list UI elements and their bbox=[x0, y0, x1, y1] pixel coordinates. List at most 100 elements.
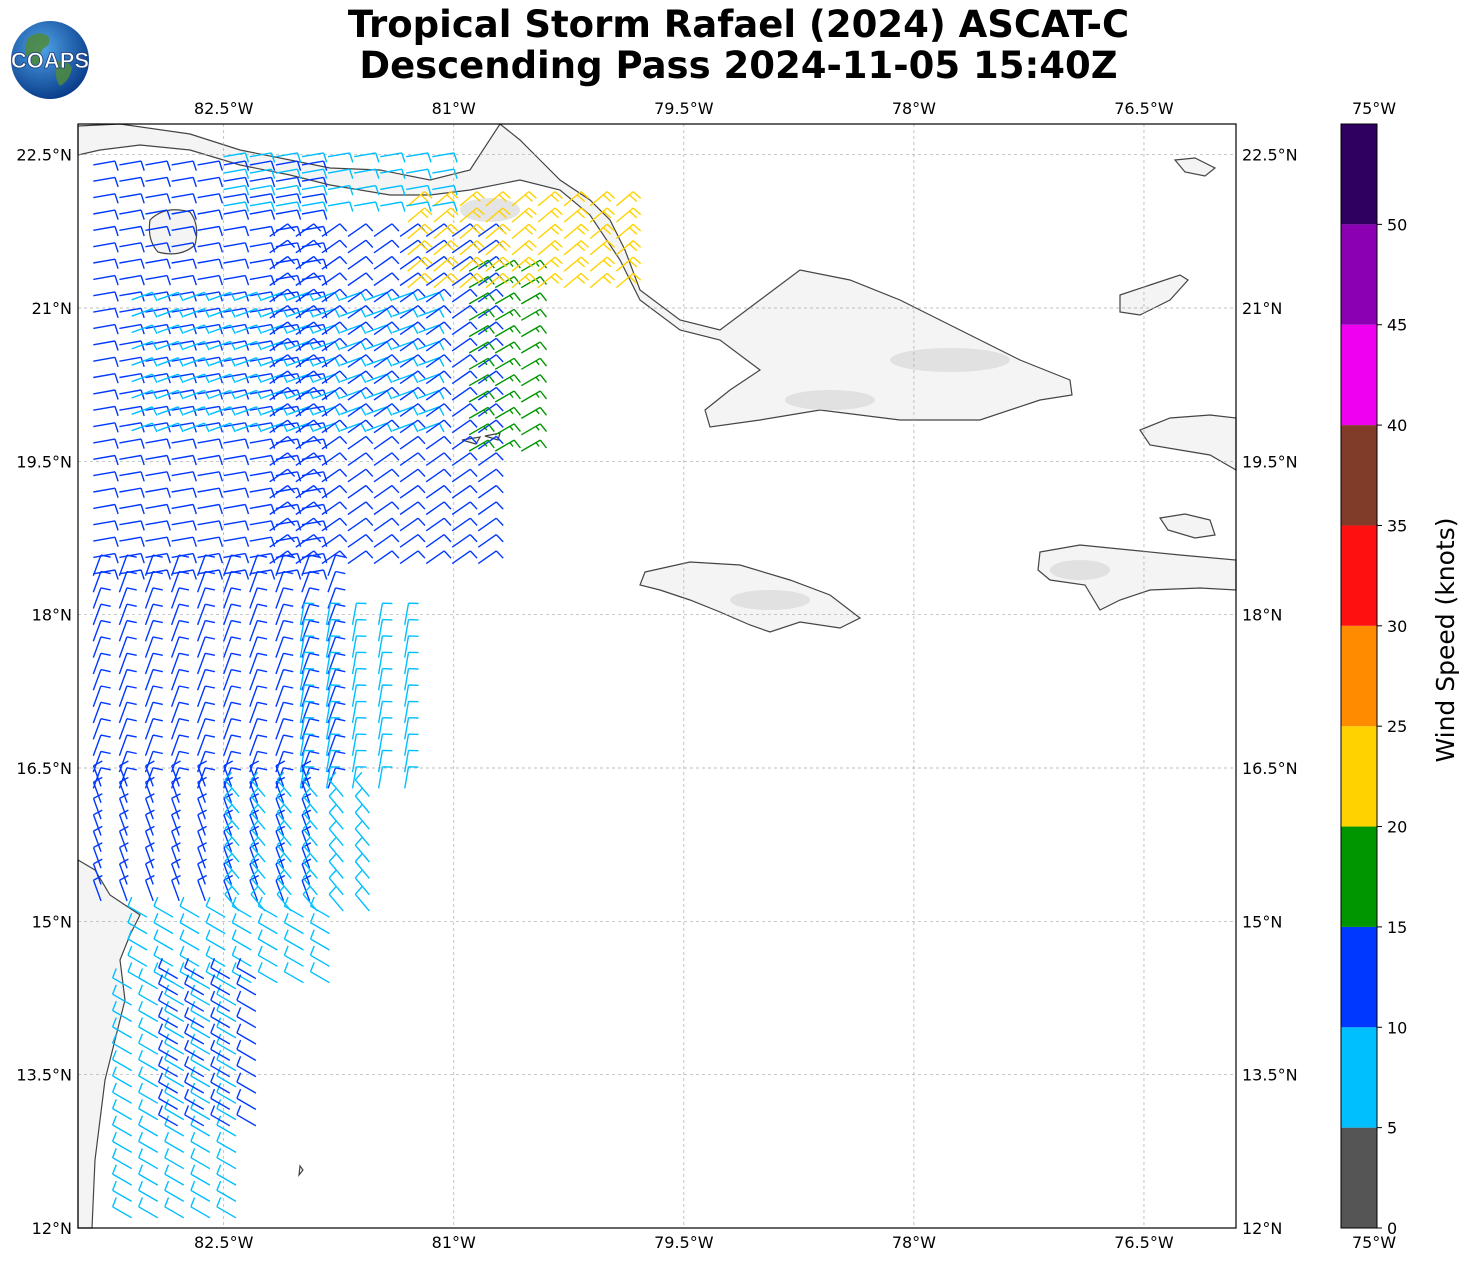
wind-barb bbox=[283, 962, 304, 984]
wind-barb bbox=[216, 1066, 237, 1088]
wind-barb bbox=[392, 422, 419, 433]
wind-barb bbox=[171, 242, 197, 253]
wind-barb bbox=[164, 1082, 185, 1104]
wind-barb bbox=[295, 386, 322, 401]
wind-barb bbox=[275, 454, 302, 466]
wind-barb bbox=[301, 152, 328, 163]
wind-barb bbox=[276, 788, 292, 814]
wind-barb bbox=[340, 422, 367, 433]
wind-barb bbox=[327, 718, 346, 740]
wind-barb bbox=[340, 340, 367, 351]
wind-barb bbox=[407, 191, 433, 207]
wind-barb bbox=[157, 389, 184, 400]
colorbar-tick-label: 50 bbox=[1387, 215, 1407, 234]
wind-barb bbox=[93, 520, 119, 531]
wind-barb bbox=[257, 945, 278, 967]
colorbar-bin bbox=[1341, 625, 1377, 727]
wind-barb bbox=[301, 554, 320, 577]
wind-barb bbox=[327, 152, 354, 163]
land-shape bbox=[1119, 274, 1189, 316]
wind-barb bbox=[184, 958, 205, 980]
wind-barb bbox=[373, 288, 400, 303]
wind-barb bbox=[563, 223, 589, 240]
lat-tick-label-left: 12°N bbox=[32, 1219, 72, 1238]
wind-barb bbox=[276, 869, 292, 896]
wind-barb bbox=[249, 389, 276, 400]
wind-barb bbox=[353, 184, 380, 196]
wind-barb bbox=[425, 517, 452, 532]
wind-barb bbox=[404, 602, 419, 626]
wind-barb bbox=[477, 550, 504, 565]
wind-barb bbox=[392, 340, 419, 351]
wind-barb bbox=[328, 771, 344, 798]
wind-barb bbox=[313, 324, 341, 335]
wind-barb bbox=[223, 685, 242, 707]
wind-barb bbox=[377, 700, 393, 724]
wind-barb bbox=[275, 668, 294, 691]
lon-tick-label-bottom: 76.5°W bbox=[1114, 1233, 1174, 1252]
wind-barb bbox=[197, 454, 224, 466]
wind-barb bbox=[119, 209, 145, 220]
wind-barb bbox=[119, 471, 145, 482]
wind-barb bbox=[92, 793, 103, 820]
wind-barb bbox=[295, 239, 322, 254]
wind-barb bbox=[275, 652, 294, 675]
wind-barb bbox=[477, 337, 504, 352]
wind-barb bbox=[111, 968, 133, 990]
land-shape bbox=[148, 209, 198, 255]
wind-barb bbox=[119, 503, 145, 515]
wind-barb bbox=[276, 771, 292, 798]
wind-barb bbox=[301, 536, 328, 547]
wind-barb bbox=[145, 503, 171, 515]
wind-barb bbox=[347, 484, 374, 499]
wind-barb bbox=[399, 386, 426, 401]
wind-barb bbox=[301, 258, 328, 269]
wind-barb bbox=[216, 1148, 237, 1170]
wind-barb bbox=[418, 357, 445, 367]
wind-barb bbox=[295, 419, 322, 434]
wind-barb bbox=[451, 419, 478, 434]
wind-barb bbox=[171, 389, 197, 400]
wind-barb bbox=[520, 308, 548, 321]
wind-barb bbox=[321, 370, 348, 385]
wind-barb bbox=[392, 406, 419, 416]
wind-barb bbox=[563, 191, 589, 207]
wind-barb bbox=[347, 501, 374, 516]
wind-barb bbox=[451, 452, 478, 466]
wind-barb bbox=[250, 820, 266, 847]
wind-barb bbox=[321, 386, 348, 401]
wind-barb bbox=[468, 324, 495, 338]
wind-barb bbox=[171, 569, 197, 580]
wind-barb bbox=[216, 1180, 237, 1203]
colorbar-label: Wind Speed (knots) bbox=[1431, 517, 1460, 763]
wind-barb bbox=[295, 272, 322, 287]
wind-barb bbox=[223, 242, 250, 253]
wind-barb bbox=[118, 760, 129, 787]
wind-barb bbox=[520, 341, 548, 354]
wind-barb bbox=[373, 223, 400, 237]
wind-barb bbox=[131, 357, 158, 367]
wind-barb bbox=[377, 766, 393, 789]
wind-barb bbox=[145, 438, 171, 449]
wind-barb bbox=[170, 652, 190, 675]
wind-barb bbox=[164, 1000, 185, 1023]
wind-barb bbox=[615, 272, 642, 289]
wind-barb bbox=[249, 858, 260, 885]
wind-barb bbox=[309, 913, 330, 935]
wind-barb bbox=[92, 570, 111, 593]
wind-barb bbox=[145, 176, 171, 188]
wind-barb bbox=[171, 552, 197, 564]
wind-barb bbox=[223, 718, 242, 740]
wind-barb bbox=[118, 587, 137, 609]
wind-barb bbox=[309, 929, 330, 951]
wind-barb bbox=[347, 435, 374, 450]
wind-barb bbox=[197, 874, 207, 902]
wind-barb bbox=[275, 438, 302, 449]
wind-barb bbox=[93, 438, 119, 449]
wind-barb bbox=[301, 569, 328, 580]
wind-barb bbox=[328, 788, 344, 814]
lat-tick-label-left: 18°N bbox=[32, 606, 72, 625]
wind-barb bbox=[164, 1164, 185, 1186]
wind-barb bbox=[425, 354, 452, 368]
wind-barb bbox=[275, 570, 294, 593]
